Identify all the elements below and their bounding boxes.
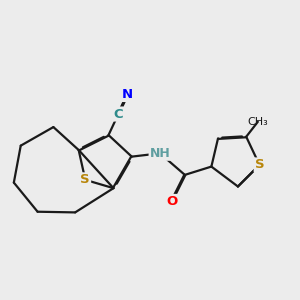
Text: S: S [255,158,264,171]
Text: O: O [166,195,177,208]
Text: C: C [113,107,123,121]
Text: NH: NH [150,147,170,160]
Text: CH₃: CH₃ [248,117,268,127]
Text: S: S [80,173,90,186]
Text: N: N [122,88,133,101]
